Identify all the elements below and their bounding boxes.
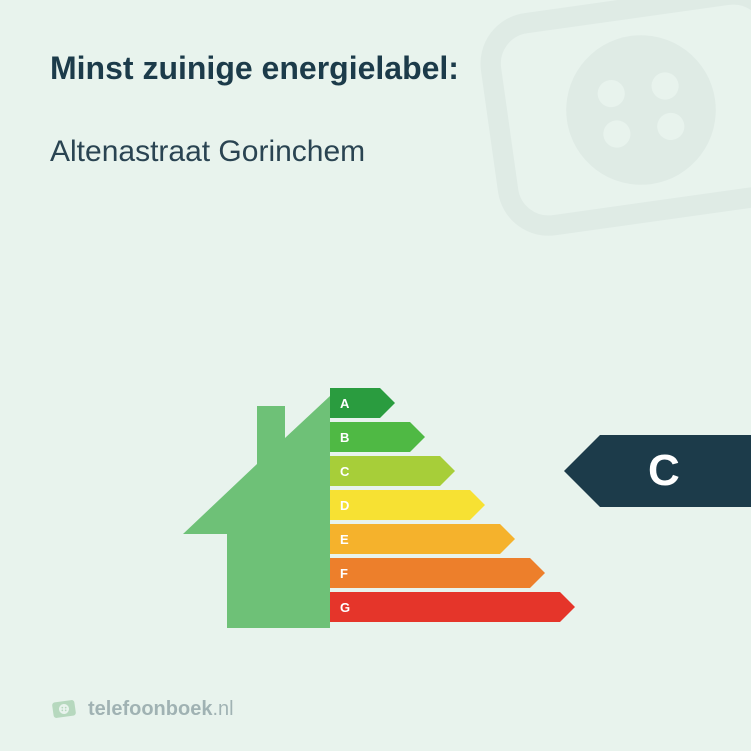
bar-label: F [340, 566, 348, 581]
rating-indicator: C [600, 435, 751, 507]
energy-chart: A B C D E F G C [170, 370, 730, 650]
footer: telefoonboek.nl [50, 695, 234, 723]
bar: F [330, 558, 530, 588]
rating-letter: C [648, 446, 680, 496]
bar: D [330, 490, 470, 520]
indicator-arrow-icon [564, 435, 600, 507]
energy-bar-a: A [330, 388, 560, 418]
energy-bars: A B C D E F G [330, 388, 560, 626]
house-icon [165, 396, 335, 628]
bar-label: B [340, 430, 349, 445]
energy-label-card: Minst zuinige energielabel: Altenastraat… [0, 0, 751, 751]
footer-brand-bold: telefoonboek [88, 698, 212, 720]
footer-logo-icon [50, 695, 78, 723]
bar: B [330, 422, 410, 452]
energy-bar-g: G [330, 592, 560, 622]
bar: C [330, 456, 440, 486]
footer-brand-rest: .nl [212, 698, 233, 720]
bar: G [330, 592, 560, 622]
energy-bar-c: C [330, 456, 560, 486]
bar: E [330, 524, 500, 554]
energy-bar-e: E [330, 524, 560, 554]
location-subtitle: Altenastraat Gorinchem [50, 135, 701, 169]
bar-label: C [340, 464, 349, 479]
bar-label: G [340, 600, 350, 615]
energy-bar-b: B [330, 422, 560, 452]
energy-bar-d: D [330, 490, 560, 520]
page-title: Minst zuinige energielabel: [50, 50, 701, 87]
bar: A [330, 388, 380, 418]
bar-label: A [340, 396, 349, 411]
bar-label: E [340, 532, 349, 547]
bar-label: D [340, 498, 349, 513]
energy-bar-f: F [330, 558, 560, 588]
footer-brand: telefoonboek.nl [88, 698, 234, 721]
